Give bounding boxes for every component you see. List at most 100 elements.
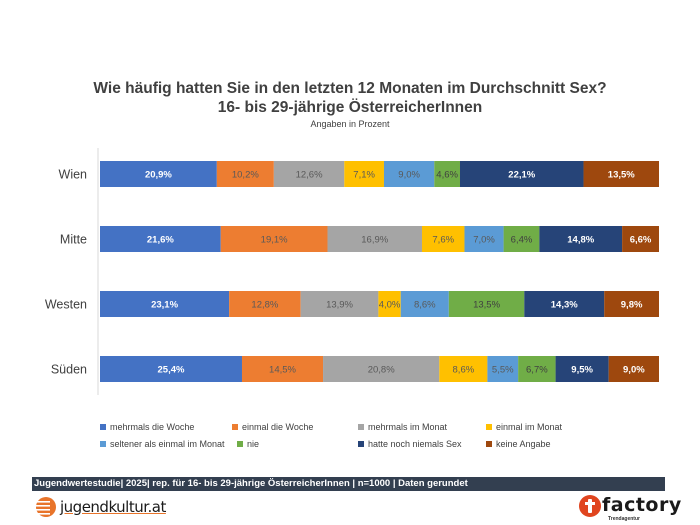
data-label: 22,1% bbox=[508, 170, 535, 181]
bar-segment bbox=[503, 226, 540, 252]
bar-segment bbox=[622, 226, 659, 252]
legend-swatch bbox=[232, 424, 238, 430]
bar-segment bbox=[583, 161, 659, 187]
bar-segment bbox=[400, 291, 449, 317]
legend-label: mehrmals im Monat bbox=[368, 422, 448, 432]
data-label: 23,1% bbox=[151, 300, 178, 311]
legend-label: mehrmals die Woche bbox=[110, 422, 195, 432]
data-label: 5,5% bbox=[492, 365, 514, 376]
data-label: 7,6% bbox=[432, 235, 454, 246]
legend-label: seltener als einmal im Monat bbox=[110, 439, 225, 449]
bar-segment bbox=[518, 356, 556, 382]
legend-swatch bbox=[486, 441, 492, 447]
bar-segment bbox=[421, 226, 465, 252]
stacked-bar-chart: Wien 20,9% 10,2% 12,6% 7,1% 9,0% 4,6% 22,1% 13,5… bbox=[45, 148, 659, 395]
legend-swatch bbox=[237, 441, 243, 447]
legend-item: seltener als einmal im Monat bbox=[100, 439, 225, 449]
legend-label: hatte noch niemals Sex bbox=[368, 439, 462, 449]
data-label: 14,8% bbox=[567, 235, 594, 246]
data-label: 13,5% bbox=[473, 300, 500, 311]
data-label: 9,8% bbox=[621, 300, 643, 311]
legend-label: einmal im Monat bbox=[496, 422, 563, 432]
bar-segment bbox=[524, 291, 605, 317]
legend-item: hatte noch niemals Sex bbox=[358, 439, 462, 449]
data-label: 6,7% bbox=[526, 365, 548, 376]
data-label: 4,6% bbox=[436, 170, 458, 181]
data-label: 16,9% bbox=[361, 235, 388, 246]
bar-segment bbox=[241, 356, 324, 382]
bar-segment bbox=[434, 161, 460, 187]
data-label: 14,3% bbox=[551, 300, 578, 311]
legend-swatch bbox=[358, 424, 364, 430]
bar-segment bbox=[323, 356, 440, 382]
bar-segment bbox=[604, 291, 659, 317]
legend-item: nie bbox=[237, 439, 259, 449]
data-label: 6,6% bbox=[630, 235, 652, 246]
legend-swatch bbox=[358, 441, 364, 447]
logo-right-text: factory bbox=[602, 494, 682, 516]
chart-subtitle: 16- bis 29-jährige ÖsterreicherInnen bbox=[217, 99, 483, 116]
bar-segment bbox=[273, 161, 345, 187]
data-label: 8,6% bbox=[453, 365, 475, 376]
bar-segment bbox=[100, 161, 217, 187]
bar-segment bbox=[608, 356, 659, 382]
bar-segment bbox=[383, 161, 435, 187]
data-label: 9,0% bbox=[398, 170, 420, 181]
chart-note: Angaben in Prozent bbox=[310, 119, 390, 129]
data-label: 9,0% bbox=[623, 365, 645, 376]
bar-segment bbox=[229, 291, 301, 317]
bar-segment bbox=[378, 291, 401, 317]
legend-item: keine Angabe bbox=[486, 439, 551, 449]
legend-label: nie bbox=[247, 439, 260, 449]
logo-right-subtext: Trendagentur bbox=[608, 516, 640, 522]
jugendkultur-logo: jugendkultur.at bbox=[32, 494, 166, 520]
data-label: 13,9% bbox=[326, 300, 353, 311]
bar-segment bbox=[300, 291, 379, 317]
bar-segment bbox=[100, 226, 221, 252]
data-label: 20,9% bbox=[145, 170, 172, 181]
category-label: Wien bbox=[59, 168, 88, 182]
data-label: 10,2% bbox=[232, 170, 259, 181]
bar-segment bbox=[216, 161, 274, 187]
data-label: 8,6% bbox=[414, 300, 436, 311]
legend-swatch bbox=[486, 424, 492, 430]
data-label: 20,8% bbox=[368, 365, 395, 376]
category-label: Westen bbox=[45, 298, 87, 312]
bar-segment bbox=[220, 226, 328, 252]
category-label: Süden bbox=[51, 363, 87, 377]
data-label: 9,5% bbox=[571, 365, 593, 376]
data-label: 19,1% bbox=[261, 235, 288, 246]
legend-item: mehrmals im Monat bbox=[358, 422, 447, 432]
data-label: 7,0% bbox=[473, 235, 495, 246]
bar-segment bbox=[100, 291, 230, 317]
sun-icon bbox=[32, 497, 56, 517]
bar-segment bbox=[539, 226, 623, 252]
legend-item: mehrmals die Woche bbox=[100, 422, 194, 432]
bar-segment bbox=[327, 226, 422, 252]
bar-segment bbox=[464, 226, 504, 252]
bar-segment bbox=[487, 356, 519, 382]
category-label: Mitte bbox=[60, 233, 87, 247]
legend-swatch bbox=[100, 424, 106, 430]
legend-swatch bbox=[100, 441, 106, 447]
legend-label: einmal die Woche bbox=[242, 422, 314, 432]
data-label: 4,0% bbox=[379, 300, 401, 311]
footer-bar: Jugendwertestudie| 2025| rep. für 16- bi… bbox=[32, 477, 665, 491]
bar-segment bbox=[439, 356, 488, 382]
data-label: 13,5% bbox=[608, 170, 635, 181]
bar-segment bbox=[459, 161, 584, 187]
bar-segment bbox=[555, 356, 609, 382]
data-label: 12,8% bbox=[251, 300, 278, 311]
legend-item: einmal die Woche bbox=[232, 422, 313, 432]
data-label: 12,6% bbox=[296, 170, 323, 181]
data-label: 6,4% bbox=[511, 235, 533, 246]
t-circle-icon bbox=[579, 495, 601, 517]
tfactory-logo: factory Trendagentur bbox=[578, 494, 682, 522]
data-label: 21,6% bbox=[147, 235, 174, 246]
data-label: 7,1% bbox=[353, 170, 375, 181]
bar-segment bbox=[344, 161, 384, 187]
bar-segment bbox=[100, 356, 242, 382]
legend-item: einmal im Monat bbox=[486, 422, 562, 432]
bar-segment bbox=[448, 291, 525, 317]
legend-label: keine Angabe bbox=[496, 439, 551, 449]
